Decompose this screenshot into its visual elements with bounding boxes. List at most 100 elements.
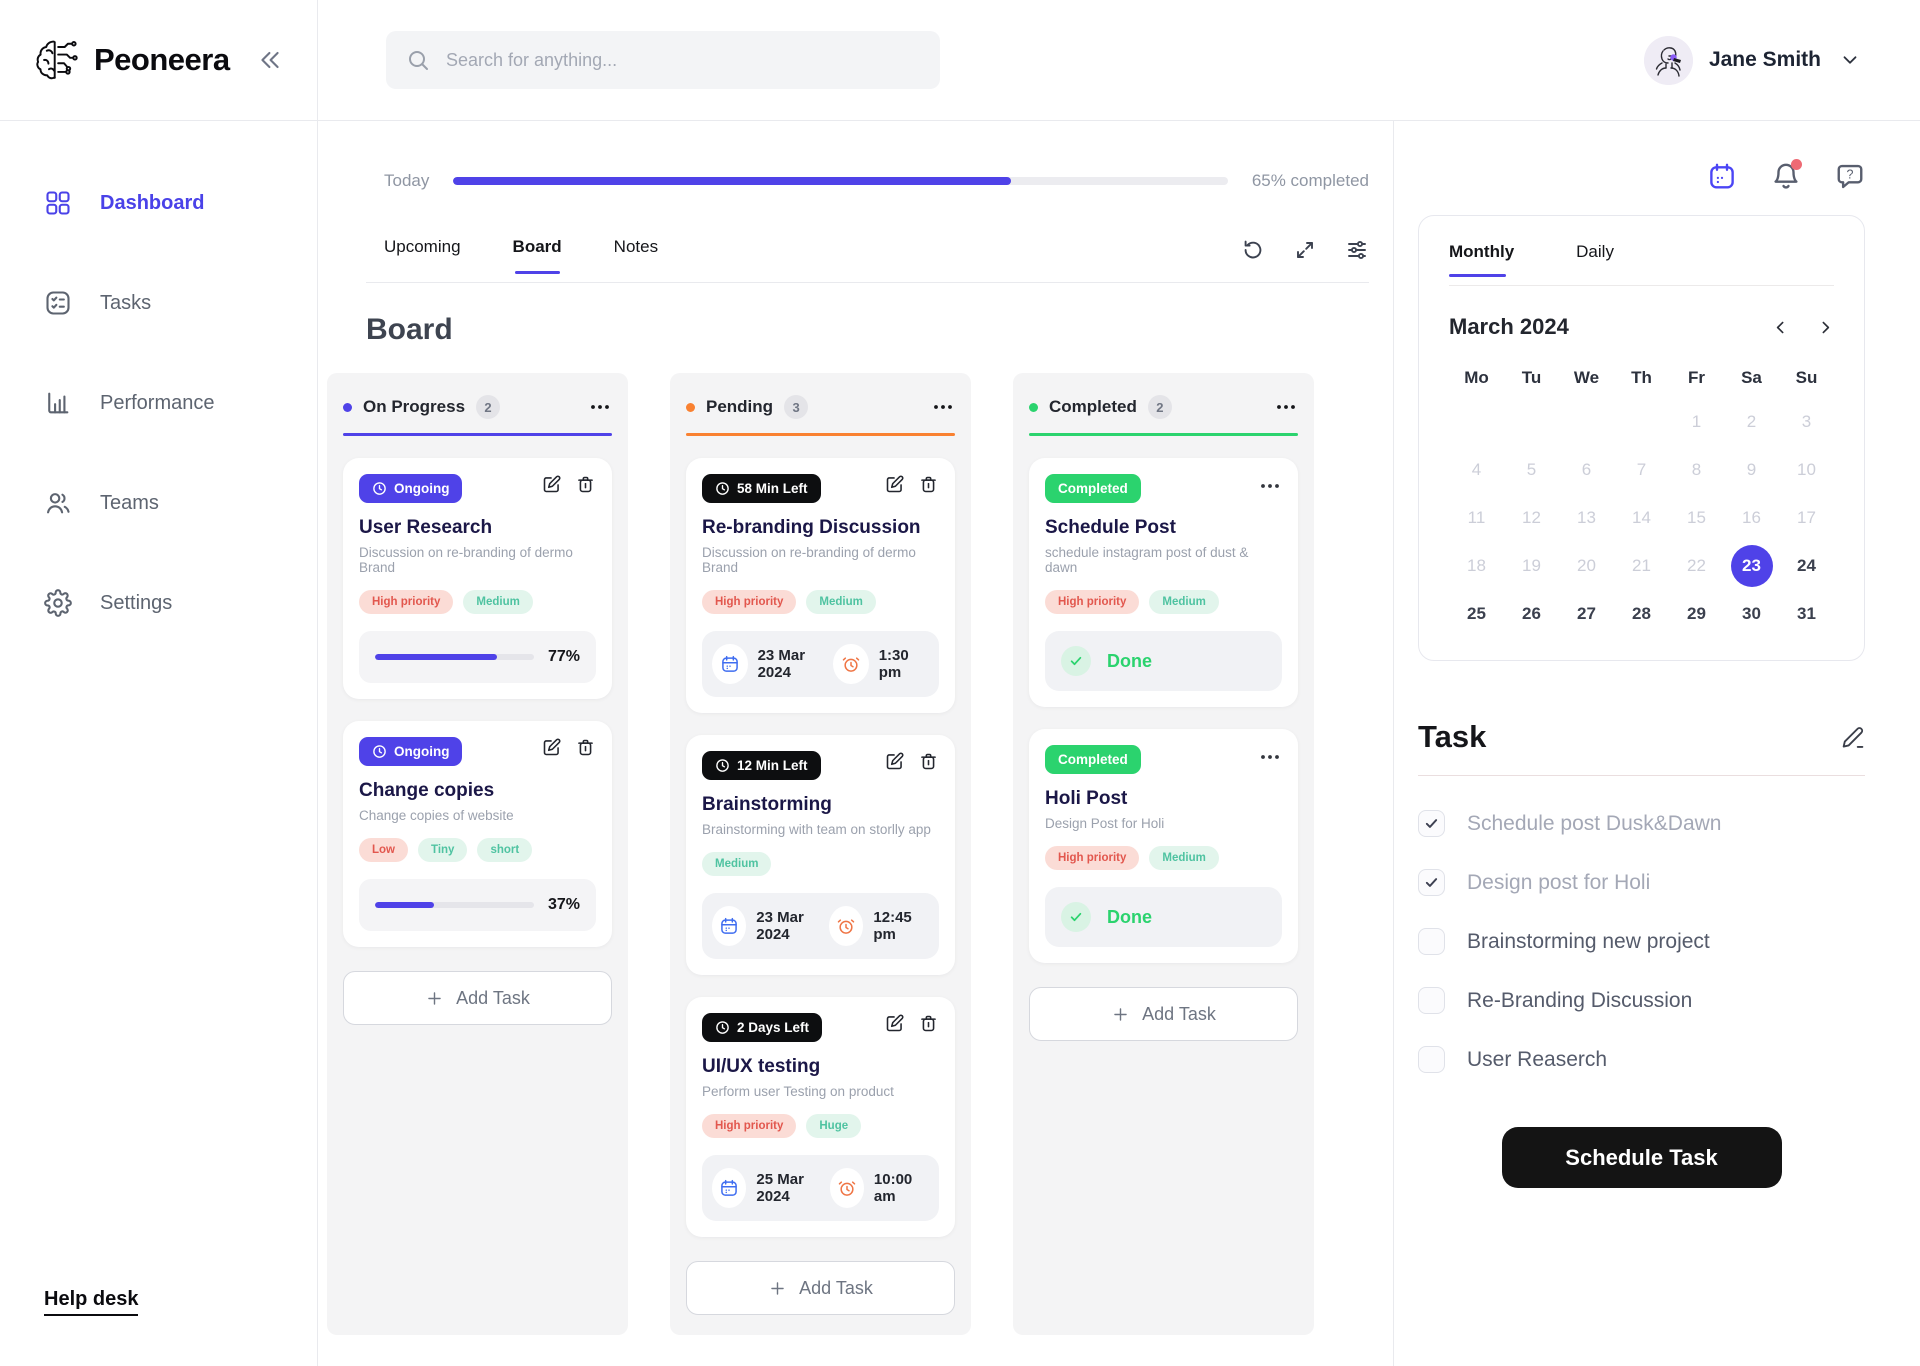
calendar-view-daily[interactable]: Daily [1576, 242, 1614, 277]
edit-icon[interactable] [884, 474, 905, 495]
checkbox-unchecked[interactable] [1418, 987, 1445, 1014]
calendar-day-13[interactable]: 13 [1559, 494, 1614, 542]
checkbox-unchecked[interactable] [1418, 928, 1445, 955]
calendar-day-28[interactable]: 28 [1614, 590, 1669, 638]
calendar-day-21[interactable]: 21 [1614, 542, 1669, 590]
calendar-day-14[interactable]: 14 [1614, 494, 1669, 542]
calendar-day-12[interactable]: 12 [1504, 494, 1559, 542]
calendar-day-16[interactable]: 16 [1724, 494, 1779, 542]
add-task-button[interactable]: Add Task [686, 1261, 955, 1315]
edit-icon[interactable] [541, 737, 562, 758]
column-more-icon[interactable] [931, 395, 955, 419]
calendar-day-25[interactable]: 25 [1449, 590, 1504, 638]
checkbox-checked[interactable] [1418, 810, 1445, 837]
sidebar-item-performance[interactable]: Performance [0, 377, 317, 429]
calendar-day-6[interactable]: 6 [1559, 446, 1614, 494]
calendar-day-29[interactable]: 29 [1669, 590, 1724, 638]
sidebar-item-teams[interactable]: Teams [0, 477, 317, 529]
search-input[interactable] [446, 49, 920, 71]
column-header: Pending 3 [686, 395, 955, 419]
card-title: Change copies [359, 780, 495, 801]
sidebar-item-dashboard[interactable]: Dashboard [0, 177, 317, 229]
edit-icon[interactable] [884, 751, 905, 772]
filter-sliders-icon[interactable] [1345, 238, 1369, 262]
calendar-day-7[interactable]: 7 [1614, 446, 1669, 494]
card-actions [541, 737, 596, 758]
calendar-day-19[interactable]: 19 [1504, 542, 1559, 590]
task-item: Brainstorming new project [1418, 928, 1865, 955]
date-icon-circle [712, 644, 748, 684]
sidebar-item-tasks[interactable]: Tasks [0, 277, 317, 329]
calendar-day-26[interactable]: 26 [1504, 590, 1559, 638]
card-header: Ongoing [359, 737, 596, 766]
panel-icons: ? [1418, 159, 1865, 191]
tab-upcoming[interactable]: Upcoming [384, 237, 461, 274]
calendar-day-11[interactable]: 11 [1449, 494, 1504, 542]
chevron-right-icon[interactable] [1817, 319, 1834, 336]
card-time-text: 1:30 pm [878, 647, 909, 681]
expand-icon[interactable] [1293, 238, 1317, 262]
sidebar-item-label: Settings [100, 591, 173, 614]
calendar-day-20[interactable]: 20 [1559, 542, 1614, 590]
help-icon[interactable]: ? [1835, 161, 1865, 191]
status-badge-label: Completed [1058, 752, 1128, 767]
edit-icon[interactable] [884, 1013, 905, 1034]
main-row: Dashboard Tasks Performance Teams Settings H… [0, 121, 1920, 1366]
card-more-icon[interactable] [1258, 745, 1282, 769]
edit-pencil-icon[interactable] [1840, 725, 1865, 750]
card-actions [541, 474, 596, 495]
calendar-icon[interactable] [1707, 161, 1737, 191]
calendar-day-2[interactable]: 2 [1724, 398, 1779, 446]
add-task-button[interactable]: Add Task [1029, 987, 1298, 1041]
bell-icon[interactable] [1771, 161, 1801, 191]
status-badge: 2 Days Left [702, 1013, 823, 1042]
edit-icon[interactable] [541, 474, 562, 495]
help-desk-link[interactable]: Help desk [44, 1288, 139, 1316]
check-icon [1069, 910, 1083, 924]
trash-icon[interactable] [918, 751, 939, 772]
calendar-day-1[interactable]: 1 [1669, 398, 1724, 446]
calendar-day-15[interactable]: 15 [1669, 494, 1724, 542]
notification-dot [1791, 159, 1802, 170]
column-more-icon[interactable] [588, 395, 612, 419]
trash-icon[interactable] [575, 737, 596, 758]
sidebar-collapse-icon[interactable] [256, 46, 284, 74]
add-task-button[interactable]: Add Task [343, 971, 612, 1025]
calendar-day-24[interactable]: 24 [1779, 542, 1834, 590]
calendar-day-10[interactable]: 10 [1779, 446, 1834, 494]
calendar-day-23[interactable]: 23 [1724, 542, 1779, 590]
trash-icon[interactable] [575, 474, 596, 495]
card-more-icon[interactable] [1258, 474, 1282, 498]
trash-icon[interactable] [918, 1013, 939, 1034]
search-bar[interactable] [386, 31, 940, 89]
schedule-task-button[interactable]: Schedule Task [1501, 1127, 1782, 1188]
calendar-day-22[interactable]: 22 [1669, 542, 1724, 590]
calendar-day-17[interactable]: 17 [1779, 494, 1834, 542]
calendar-day-9[interactable]: 9 [1724, 446, 1779, 494]
sidebar-item-settings[interactable]: Settings [0, 577, 317, 629]
card-tags: High priority Medium [1045, 590, 1282, 614]
calendar-day-18[interactable]: 18 [1449, 542, 1504, 590]
user-menu[interactable]: Jane Smith [1643, 35, 1861, 85]
done-check-icon [1061, 902, 1091, 932]
tab-board[interactable]: Board [513, 237, 562, 274]
calendar-day-30[interactable]: 30 [1724, 590, 1779, 638]
refresh-icon[interactable] [1241, 238, 1265, 262]
check-icon [1424, 875, 1439, 890]
kanban-column-pending: Pending 3 58 Min Left Re-branding Discussio… [670, 373, 971, 1335]
trash-icon[interactable] [918, 474, 939, 495]
calendar-day-27[interactable]: 27 [1559, 590, 1614, 638]
calendar-day-31[interactable]: 31 [1779, 590, 1834, 638]
calendar-day-3[interactable]: 3 [1779, 398, 1834, 446]
tab-notes[interactable]: Notes [614, 237, 658, 274]
chevron-left-icon[interactable] [1772, 319, 1789, 336]
checkbox-unchecked[interactable] [1418, 1046, 1445, 1073]
checkbox-checked[interactable] [1418, 869, 1445, 896]
calendar-view-monthly[interactable]: Monthly [1449, 242, 1514, 277]
calendar-day-4[interactable]: 4 [1449, 446, 1504, 494]
column-more-icon[interactable] [1274, 395, 1298, 419]
calendar-day-8[interactable]: 8 [1669, 446, 1724, 494]
calendar-day-5[interactable]: 5 [1504, 446, 1559, 494]
notifications-button[interactable] [1771, 159, 1802, 191]
status-badge: Ongoing [359, 474, 463, 503]
